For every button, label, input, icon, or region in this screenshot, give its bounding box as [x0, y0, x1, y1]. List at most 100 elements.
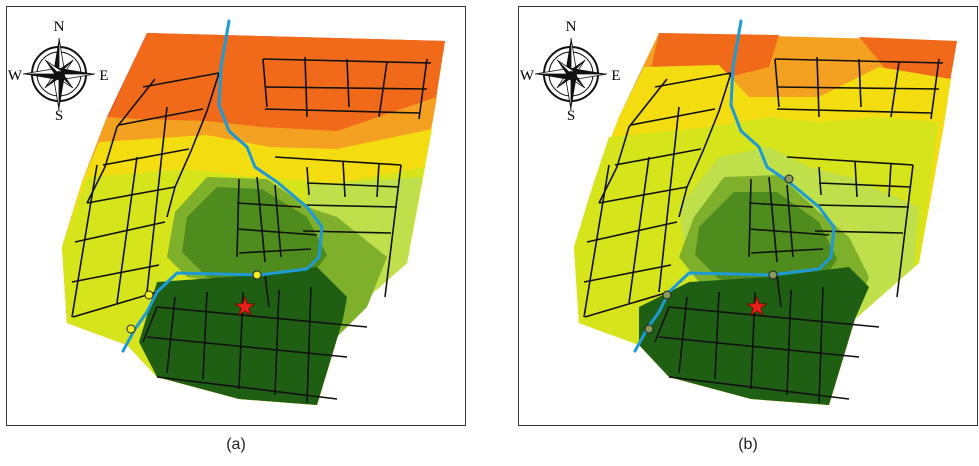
road-segment — [71, 264, 160, 283]
compass-point-dark — [59, 74, 65, 110]
road-segment — [748, 202, 814, 208]
circle-marker-icon — [126, 324, 136, 334]
road-segment — [346, 58, 350, 108]
compass-e: E — [99, 68, 108, 84]
road-segment — [814, 230, 904, 234]
road-segment — [628, 156, 650, 304]
road-segment — [166, 296, 176, 374]
compass-center — [56, 71, 62, 77]
road-segment — [630, 108, 716, 126]
road-segment — [786, 184, 794, 258]
road-network — [583, 56, 944, 404]
road-segment — [598, 78, 668, 204]
caption-a: (a) — [226, 436, 246, 453]
caption-b: (b) — [738, 436, 758, 453]
road-segment — [786, 156, 914, 166]
road-segment — [818, 286, 824, 404]
compass-s: S — [55, 108, 63, 124]
road-segment — [658, 106, 680, 293]
road-segment — [236, 228, 318, 236]
map-b-svg: N S W E — [520, 19, 957, 405]
road-segment — [238, 248, 312, 254]
road-segment — [854, 160, 858, 198]
road-segment — [74, 221, 166, 243]
river-line — [121, 19, 324, 353]
compass-point-dark — [571, 74, 577, 110]
road-segment — [264, 108, 420, 114]
road-segment — [384, 164, 402, 298]
compass-point-dark — [23, 74, 59, 80]
circle-marker-icon — [662, 290, 672, 300]
road-segment — [166, 72, 220, 218]
road-segment — [86, 78, 156, 204]
road-segment — [768, 176, 778, 263]
road-segment — [586, 221, 678, 243]
road-segment — [156, 306, 368, 328]
zone-lowest — [639, 267, 869, 405]
compass-point-dark — [556, 59, 571, 77]
road-segment — [262, 58, 432, 64]
road-segment — [814, 204, 910, 208]
road-segment — [236, 178, 240, 258]
compass-n: N — [54, 19, 65, 35]
road-segment — [654, 72, 732, 88]
road-segment — [264, 274, 270, 308]
road-segment — [306, 166, 310, 196]
road-segment — [302, 230, 392, 234]
terrain-layer — [62, 33, 445, 405]
road-segment — [776, 108, 932, 114]
road-segment — [256, 176, 266, 263]
road-network — [71, 56, 432, 404]
road-segment — [376, 162, 380, 198]
compass-point-dark — [53, 38, 59, 74]
star-marker — [234, 295, 256, 317]
intersection-markers — [644, 174, 794, 334]
circle-marker-icon — [784, 174, 794, 184]
road-segment — [786, 289, 792, 396]
river — [121, 19, 324, 353]
road-segment — [776, 86, 940, 90]
road-segment — [142, 72, 220, 88]
compass-e: E — [611, 68, 620, 84]
road-segment — [818, 182, 912, 188]
zone-lowest — [139, 267, 347, 405]
terrain-layer — [574, 33, 957, 405]
road-segment — [584, 291, 670, 318]
compass-rose-icon: N S W E — [520, 19, 621, 124]
road-segment — [302, 204, 398, 208]
star-icon — [746, 295, 768, 317]
star-marker — [746, 295, 768, 317]
zone-high — [107, 33, 445, 135]
road-segment — [118, 108, 204, 126]
circle-marker-icon — [252, 270, 262, 280]
compass-w: W — [8, 68, 23, 84]
road-segment — [102, 148, 190, 166]
road-segment — [774, 58, 944, 64]
road-segment — [306, 182, 400, 188]
road-segment — [142, 306, 158, 343]
road-segment — [714, 291, 720, 380]
road-segment — [678, 72, 732, 218]
compass-point-dark — [59, 68, 95, 74]
map-panel-a: N S W E — [6, 6, 466, 426]
road-segment — [668, 306, 880, 328]
compass-point-dark — [565, 38, 571, 74]
road-segment — [274, 156, 402, 166]
road-segment — [306, 286, 312, 404]
zone-very-low — [695, 192, 837, 292]
road-segment — [748, 228, 830, 236]
compass-w: W — [520, 68, 535, 84]
compass-rose-icon: N S W E — [8, 19, 109, 124]
road-segment — [202, 291, 208, 380]
road-segment — [583, 264, 672, 283]
road-segment — [654, 306, 670, 343]
compass-point-dark — [44, 59, 59, 77]
compass-n: N — [566, 19, 577, 35]
road-segment — [264, 86, 428, 90]
road-segment — [236, 202, 302, 208]
road-segment — [262, 58, 268, 108]
road-segment — [146, 106, 168, 293]
compass-point-dark — [571, 68, 607, 74]
road-segment — [116, 156, 138, 304]
compass-center — [568, 71, 574, 77]
